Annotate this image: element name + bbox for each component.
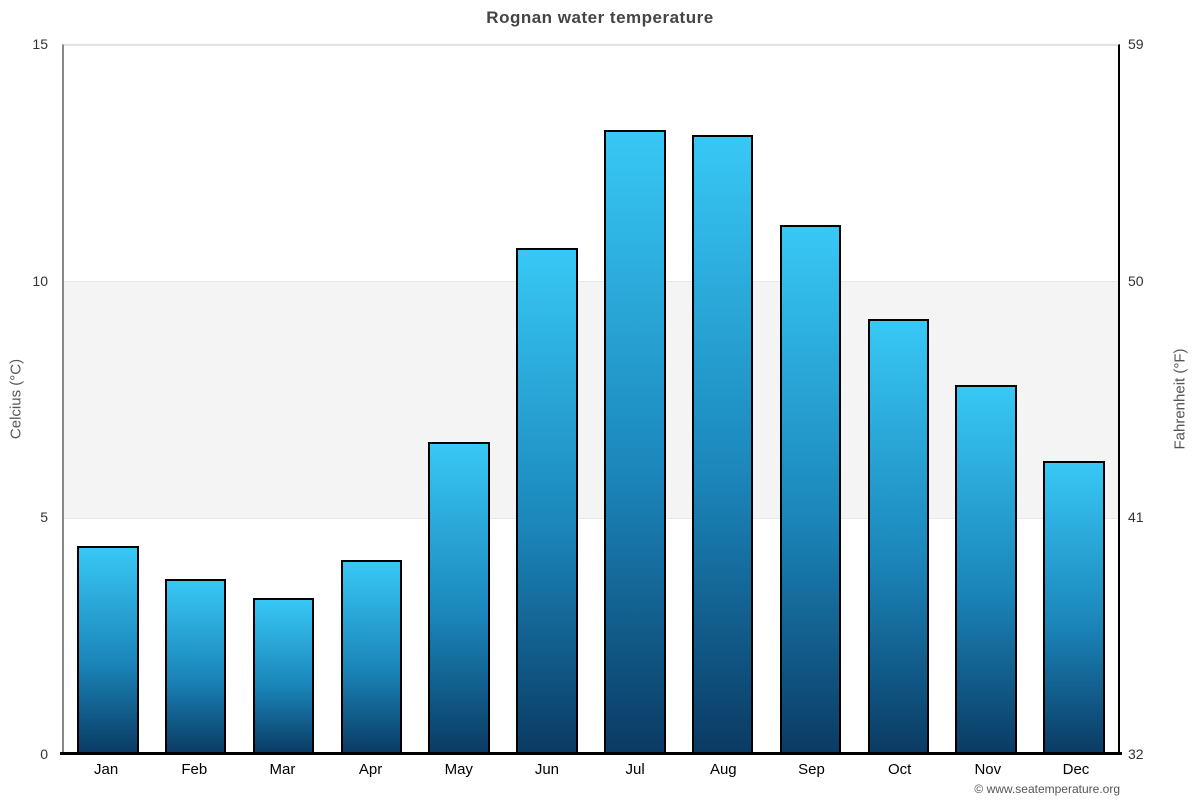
gridline-15 xyxy=(64,45,1118,46)
x-label-jun: Jun xyxy=(534,761,560,778)
x-label-oct: Oct xyxy=(887,761,912,778)
bar-slot-jan xyxy=(64,45,152,754)
bar-slot-may xyxy=(415,45,503,754)
x-label-feb: Feb xyxy=(181,761,208,778)
bar-may[interactable] xyxy=(428,442,490,754)
bar-slot-apr xyxy=(327,45,415,754)
y-tick-right-59: 59 xyxy=(1128,36,1144,52)
bar-slot-mar xyxy=(240,45,328,754)
chart-title: Rognan water temperature xyxy=(486,8,714,27)
y-axis-left-ticks: 0 5 10 15 xyxy=(0,36,48,762)
bar-nov[interactable] xyxy=(955,385,1017,754)
x-label-nov: Nov xyxy=(974,761,1002,778)
gridline-5 xyxy=(64,517,1118,519)
bar-slot-dec xyxy=(1030,45,1118,754)
copyright-link[interactable]: © www.seatemperature.org xyxy=(974,782,1120,796)
bar-jan[interactable] xyxy=(77,546,139,754)
bar-slot-sep xyxy=(767,45,855,754)
x-axis-line xyxy=(60,752,1122,755)
bar-oct[interactable] xyxy=(867,319,930,754)
bars-group xyxy=(64,45,1118,754)
bar-slot-oct xyxy=(854,45,942,754)
x-label-aug: Aug xyxy=(709,761,737,778)
bar-slot-jul xyxy=(591,45,679,754)
x-label-sep: Sep xyxy=(798,761,825,778)
bar-aug[interactable] xyxy=(691,134,754,754)
x-label-dec: Dec xyxy=(1062,761,1090,778)
bar-jul[interactable] xyxy=(604,130,666,754)
y-tick-left-5: 5 xyxy=(40,509,48,526)
y-tick-right-32: 32 xyxy=(1128,746,1144,762)
bar-slot-jun xyxy=(503,45,591,754)
bar-feb[interactable] xyxy=(165,579,227,754)
grid-band-5-10 xyxy=(64,281,1118,518)
bar-slot-aug xyxy=(679,45,767,754)
bar-slot-nov xyxy=(942,45,1030,754)
bar-apr[interactable] xyxy=(340,560,403,754)
y-axis-right-ticks: 32 41 50 59 xyxy=(1128,36,1176,762)
x-label-apr: Apr xyxy=(358,761,383,778)
y-tick-right-41: 41 xyxy=(1128,509,1144,526)
bar-dec[interactable] xyxy=(1043,460,1105,754)
bar-jun[interactable] xyxy=(516,248,578,754)
x-axis-labels: Jan Feb Mar Apr May Jun Jul Aug Sep Oct Nov Dec xyxy=(62,761,1120,778)
x-label-jan: Jan xyxy=(93,761,119,778)
bar-mar[interactable] xyxy=(252,598,315,754)
gridline-10 xyxy=(64,281,1118,283)
y-tick-left-10: 10 xyxy=(32,272,48,289)
y-tick-left-0: 0 xyxy=(40,746,48,762)
bar-slot-feb xyxy=(152,45,240,754)
x-label-mar: Mar xyxy=(269,761,296,778)
x-label-may: May xyxy=(444,761,473,778)
plot-area xyxy=(62,44,1120,754)
y-tick-right-50: 50 xyxy=(1128,272,1144,289)
bar-sep[interactable] xyxy=(779,224,842,754)
x-label-jul: Jul xyxy=(625,761,645,778)
y-tick-left-15: 15 xyxy=(32,36,48,52)
